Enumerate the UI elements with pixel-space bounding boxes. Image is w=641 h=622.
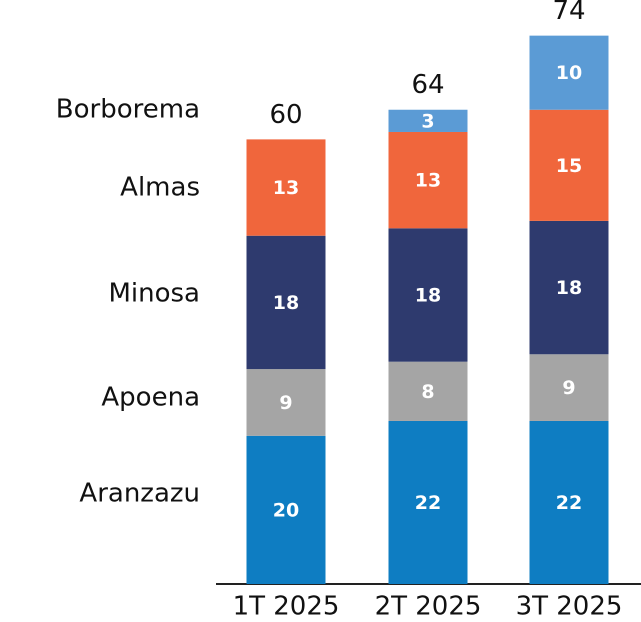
total-label: 74 <box>552 0 585 26</box>
segment-label: 18 <box>273 292 299 314</box>
x-tick-label: 1T 2025 <box>233 592 340 622</box>
segment-label: 22 <box>415 492 441 514</box>
legend-label: Minosa <box>108 279 200 309</box>
segment-label: 3 <box>421 110 434 132</box>
bar-segment <box>388 361 468 421</box>
segment-label: 8 <box>421 381 434 403</box>
bar-segment <box>246 235 326 370</box>
total-label: 64 <box>411 70 444 100</box>
bar-segment <box>246 369 326 436</box>
bar-segment <box>388 109 468 132</box>
bar-segment <box>388 131 468 229</box>
segment-label: 13 <box>415 170 441 192</box>
bar-segment <box>388 420 468 584</box>
segment-label: 20 <box>273 499 299 521</box>
segment-label: 9 <box>279 392 292 414</box>
segment-label: 13 <box>273 177 299 199</box>
legend-label: Apoena <box>101 383 200 413</box>
bar-segment <box>529 420 609 584</box>
segment-label: 18 <box>556 277 582 299</box>
x-tick-label: 2T 2025 <box>375 592 482 622</box>
segment-label: 18 <box>415 285 441 307</box>
segment-label: 10 <box>556 62 582 84</box>
bar-segment <box>529 109 609 221</box>
legend-label: Almas <box>120 173 200 203</box>
x-tick-label: 3T 2025 <box>516 592 623 622</box>
bar-segment <box>246 435 326 584</box>
bar-segment <box>246 139 326 236</box>
bar-segment <box>529 220 609 355</box>
legend-label: Borborema <box>56 95 200 125</box>
total-label: 60 <box>269 100 302 130</box>
segment-label: 15 <box>556 155 582 177</box>
segment-label: 9 <box>562 377 575 399</box>
bar-segment <box>388 228 468 362</box>
bar-segment <box>529 35 609 110</box>
legend-label: Aranzazu <box>79 479 200 509</box>
bar-segment <box>529 354 609 421</box>
segment-label: 22 <box>556 492 582 514</box>
